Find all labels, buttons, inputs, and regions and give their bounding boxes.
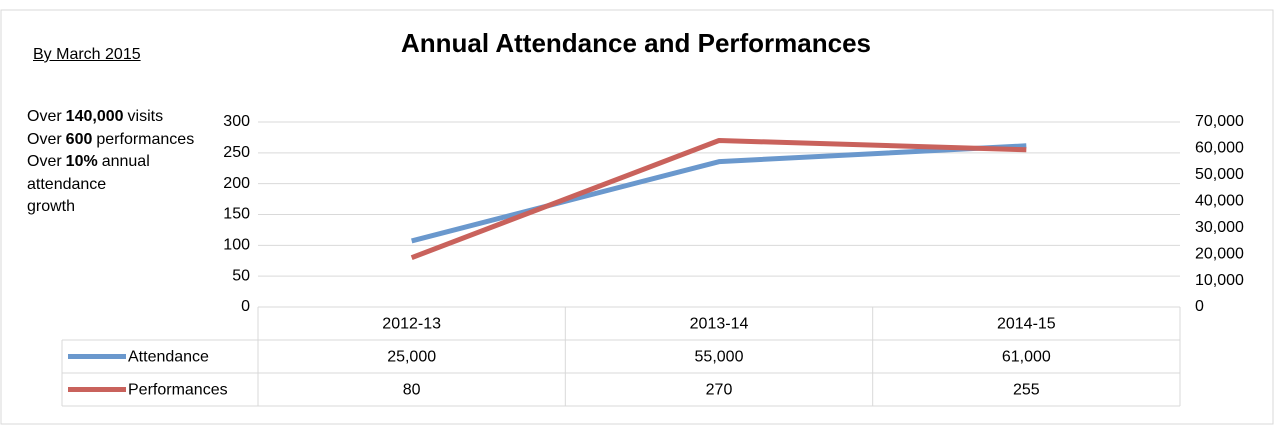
table-value: 255: [1013, 382, 1040, 399]
note-part: 10%: [65, 153, 98, 170]
chart-border: [0, 9, 1274, 425]
chart-title: Annual Attendance and Performances: [401, 28, 871, 58]
note-part: 140,000: [65, 108, 124, 125]
y2-tick-label: 30,000: [1195, 219, 1244, 236]
y-tick-label: 150: [223, 206, 250, 223]
x-tick-label: 2012-13: [382, 316, 441, 333]
y2-tick-label: 40,000: [1195, 193, 1244, 210]
y-tick-label: 300: [223, 113, 250, 130]
note-part: Over: [27, 130, 62, 148]
y2-tick-label: 20,000: [1195, 245, 1244, 262]
note-part: Over: [27, 153, 62, 170]
notes: Over 140,000 visits Over 600 performances Over…: [27, 106, 194, 219]
series-line: [411, 143, 1027, 244]
note-part: 600: [65, 130, 93, 148]
y-tick-label: 100: [223, 237, 250, 254]
note-part: annual attendance growth: [27, 153, 150, 215]
y2-tick-label: 70,000: [1195, 113, 1244, 130]
y2-tick-label: 10,000: [1195, 272, 1244, 289]
table-value: 80: [403, 382, 421, 399]
note: Over 600 performances: [27, 129, 194, 152]
table-value: 25,000: [387, 349, 436, 366]
y2-tick-label: 60,000: [1195, 140, 1244, 157]
series-line: [410, 138, 1027, 261]
note: Over 10% annual attendance growth: [27, 151, 151, 219]
x-tick-label: 2013-14: [690, 316, 749, 333]
y-tick-label: 50: [232, 267, 250, 284]
note-part: visits: [127, 108, 164, 125]
table-value: 55,000: [695, 349, 744, 366]
note-part: Over: [27, 108, 62, 125]
note-part: performances: [96, 130, 195, 148]
y2-tick-label: 50,000: [1195, 166, 1244, 183]
table-value: 61,000: [1002, 349, 1051, 366]
y-tick-label: 200: [223, 175, 250, 192]
note-heading: By March 2015: [33, 46, 141, 63]
x-tick-label: 2014-15: [997, 316, 1056, 333]
table-value: 270: [706, 382, 733, 399]
legend-label: Performances: [128, 382, 228, 399]
y-tick-label: 0: [241, 298, 250, 315]
y2-tick-label: 0: [1195, 298, 1204, 315]
y-tick-label: 250: [223, 144, 250, 161]
note: Over 140,000 visits: [27, 106, 163, 129]
legend-label: Attendance: [128, 349, 209, 366]
